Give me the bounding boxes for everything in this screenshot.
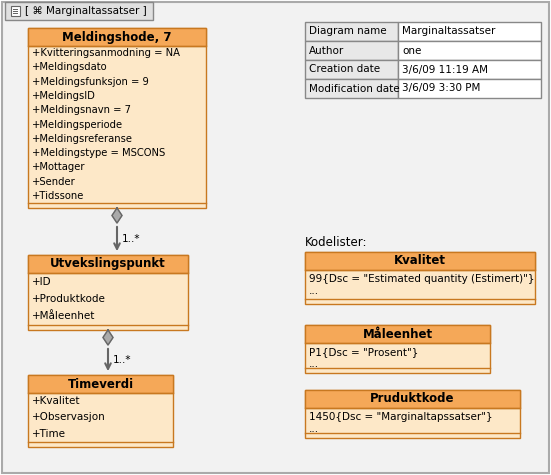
Text: one: one xyxy=(402,46,422,56)
Text: +ID: +ID xyxy=(32,276,52,287)
FancyBboxPatch shape xyxy=(13,13,18,14)
FancyBboxPatch shape xyxy=(28,375,173,447)
Text: Timeverdi: Timeverdi xyxy=(67,378,133,390)
Text: +Kvalitet: +Kvalitet xyxy=(32,396,80,406)
FancyBboxPatch shape xyxy=(398,60,541,79)
FancyBboxPatch shape xyxy=(305,390,520,438)
FancyBboxPatch shape xyxy=(305,41,398,60)
FancyBboxPatch shape xyxy=(13,11,18,12)
Text: Måleenhet: Måleenhet xyxy=(363,327,433,341)
Text: 1..*: 1..* xyxy=(113,355,132,365)
FancyBboxPatch shape xyxy=(13,9,18,10)
FancyBboxPatch shape xyxy=(28,28,206,46)
Text: +Meldingstype = MSCONS: +Meldingstype = MSCONS xyxy=(32,148,165,158)
Text: +Time: +Time xyxy=(32,429,66,439)
FancyBboxPatch shape xyxy=(305,22,398,41)
Text: +Kvitteringsanmodning = NA: +Kvitteringsanmodning = NA xyxy=(32,48,180,58)
FancyBboxPatch shape xyxy=(305,79,398,98)
FancyBboxPatch shape xyxy=(5,2,153,20)
Text: 1..*: 1..* xyxy=(122,234,141,244)
Text: 3/6/09 11:19 AM: 3/6/09 11:19 AM xyxy=(402,65,488,75)
Text: Kodelister:: Kodelister: xyxy=(305,236,368,249)
Text: Kvalitet: Kvalitet xyxy=(394,255,446,267)
FancyBboxPatch shape xyxy=(305,325,490,373)
FancyBboxPatch shape xyxy=(398,79,541,98)
Text: P1{Dsc = "Prosent"}
...: P1{Dsc = "Prosent"} ... xyxy=(309,347,418,369)
FancyBboxPatch shape xyxy=(28,255,188,330)
Text: Creation date: Creation date xyxy=(309,65,380,75)
Text: +Meldingsnavn = 7: +Meldingsnavn = 7 xyxy=(32,105,131,115)
Text: Author: Author xyxy=(309,46,344,56)
Text: +Meldingsdato: +Meldingsdato xyxy=(32,62,107,72)
Text: Utvekslingspunkt: Utvekslingspunkt xyxy=(50,257,166,270)
FancyBboxPatch shape xyxy=(398,22,541,41)
FancyBboxPatch shape xyxy=(11,6,20,16)
Text: 1450{Dsc = "Marginaltapssatser"}
...: 1450{Dsc = "Marginaltapssatser"} ... xyxy=(309,412,493,434)
Text: +MeldingsID: +MeldingsID xyxy=(32,91,96,101)
Text: 3/6/09 3:30 PM: 3/6/09 3:30 PM xyxy=(402,84,480,94)
FancyBboxPatch shape xyxy=(28,255,188,273)
Text: 99{Dsc = "Estimated quantity (Estimert)"}
...: 99{Dsc = "Estimated quantity (Estimert)"… xyxy=(309,274,534,295)
Text: Diagram name: Diagram name xyxy=(309,27,387,37)
Text: Pruduktkode: Pruduktkode xyxy=(370,392,455,406)
FancyBboxPatch shape xyxy=(305,390,520,408)
Text: Marginaltassatser: Marginaltassatser xyxy=(402,27,495,37)
Text: Modification date: Modification date xyxy=(309,84,399,94)
Text: +Sender: +Sender xyxy=(32,177,75,187)
FancyBboxPatch shape xyxy=(305,252,535,270)
Text: +Observasjon: +Observasjon xyxy=(32,412,106,422)
Text: Meldingshode, 7: Meldingshode, 7 xyxy=(62,30,172,44)
FancyBboxPatch shape xyxy=(398,41,541,60)
FancyBboxPatch shape xyxy=(305,60,398,79)
Text: +Meldingsperiode: +Meldingsperiode xyxy=(32,120,123,130)
FancyBboxPatch shape xyxy=(28,28,206,208)
Text: +Meldingsfunksjon = 9: +Meldingsfunksjon = 9 xyxy=(32,76,149,86)
FancyBboxPatch shape xyxy=(28,375,173,393)
Polygon shape xyxy=(112,208,122,223)
Text: +Mottager: +Mottager xyxy=(32,162,85,172)
Text: +Produktkode: +Produktkode xyxy=(32,294,106,304)
Text: +Tidssone: +Tidssone xyxy=(32,191,84,201)
FancyBboxPatch shape xyxy=(305,325,490,343)
Polygon shape xyxy=(103,330,113,345)
Text: [ ⌘ Marginaltassatser ]: [ ⌘ Marginaltassatser ] xyxy=(25,6,147,16)
Text: +Meldingsreferanse: +Meldingsreferanse xyxy=(32,134,133,144)
FancyBboxPatch shape xyxy=(305,252,535,304)
Text: +Måleenhet: +Måleenhet xyxy=(32,311,95,321)
